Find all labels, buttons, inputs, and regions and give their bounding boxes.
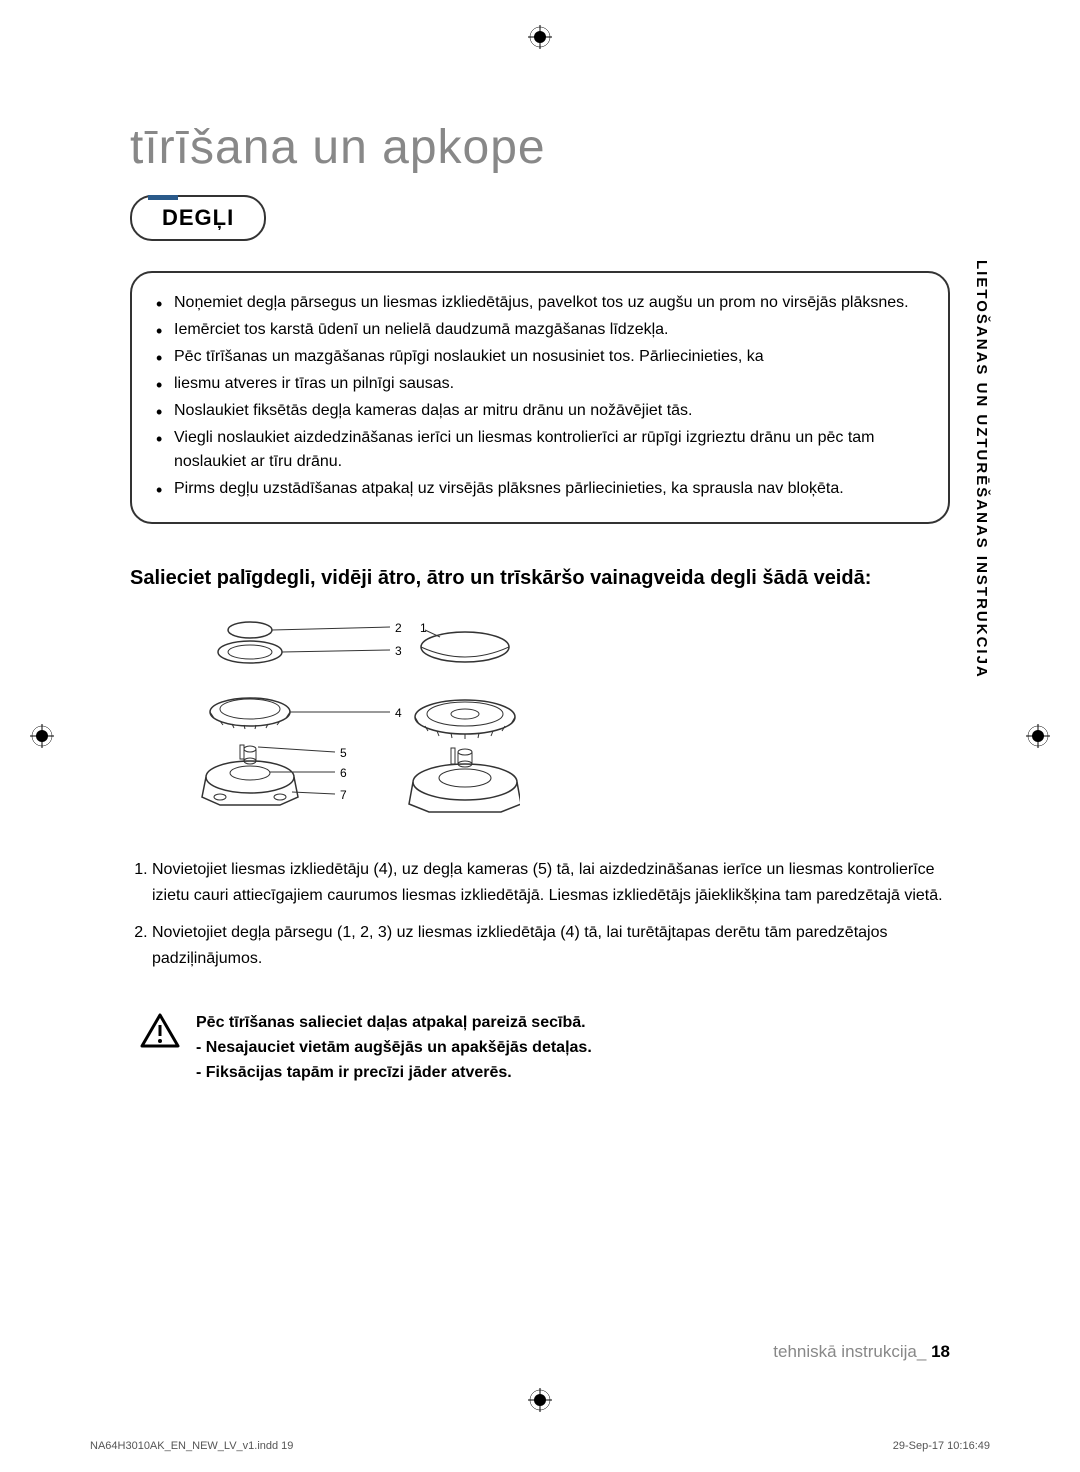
warning-line: Pēc tīrīšanas salieciet daļas atpakaļ pa… [196,1011,592,1036]
diagram-label-4: 4 [395,706,402,720]
info-box: Noņemiet degļa pārsegus un liesmas izkli… [130,271,950,524]
diagram-label-3: 3 [395,644,402,658]
section-label-badge: DEGĻI [130,195,266,241]
warning-box: Pēc tīrīšanas salieciet daļas atpakaļ pa… [130,1011,950,1085]
side-tab-label: LIETOŠANAS UN UZTURĒŠANAS INSTRUKCIJA [973,260,990,679]
diagram-label-6: 6 [340,766,347,780]
print-metadata: NA64H3010AK_EN_NEW_LV_v1.indd 19 29-Sep-… [0,1440,1080,1452]
bullet-list: Noņemiet degļa pārsegus un liesmas izkli… [156,291,924,501]
diagram-label-7: 7 [340,788,347,802]
bullet-item: Pēc tīrīšanas un mazgāšanas rūpīgi nosla… [156,345,924,369]
page-footer: tehniskā instrukcija_ 18 [773,1342,950,1362]
warning-text: Pēc tīrīšanas salieciet daļas atpakaļ pa… [196,1011,592,1085]
footer-text: tehniskā instrukcija_ [773,1342,926,1361]
warning-icon [140,1013,180,1049]
diagram-label-1: 1 [420,621,427,635]
print-timestamp: 29-Sep-17 10:16:49 [893,1440,990,1452]
instruction-steps: Novietojiet liesmas izkliedētāju (4), uz… [130,857,950,971]
footer-page-number: 18 [931,1342,950,1361]
section-label-text: DEGĻI [162,205,234,230]
bullet-item: Iemērciet tos karstā ūdenī un nelielā da… [156,318,924,342]
diagram-label-5: 5 [340,746,347,760]
bullet-item: Noslaukiet fiksētās degļa kameras daļas … [156,399,924,423]
diagram-label-2: 2 [395,621,402,635]
sub-heading: Salieciet palīgdegli, vidēji ātro, ātro … [130,564,950,592]
warning-line: - Fiksācijas tapām ir precīzi jāder atve… [196,1061,592,1086]
warning-line: - Nesajauciet vietām augšējās un apakšēj… [196,1036,592,1061]
bullet-item: Pirms degļu uzstādīšanas atpakaļ uz virs… [156,477,924,501]
bullet-item: Noņemiet degļa pārsegus un liesmas izkli… [156,291,924,315]
step-item: Novietojiet liesmas izkliedētāju (4), uz… [152,857,950,908]
bullet-item: liesmu atveres ir tīras un pilnīgi sausa… [156,372,924,396]
page-title: tīrīšana un apkope [130,120,950,175]
bullet-item: Viegli noslaukiet aizdedzināšanas ierīci… [156,426,924,474]
burner-assembly-diagram: 1 2 3 4 5 6 7 [180,612,950,827]
step-item: Novietojiet degļa pārsegu (1, 2, 3) uz l… [152,920,950,971]
print-file-name: NA64H3010AK_EN_NEW_LV_v1.indd 19 [90,1440,293,1452]
